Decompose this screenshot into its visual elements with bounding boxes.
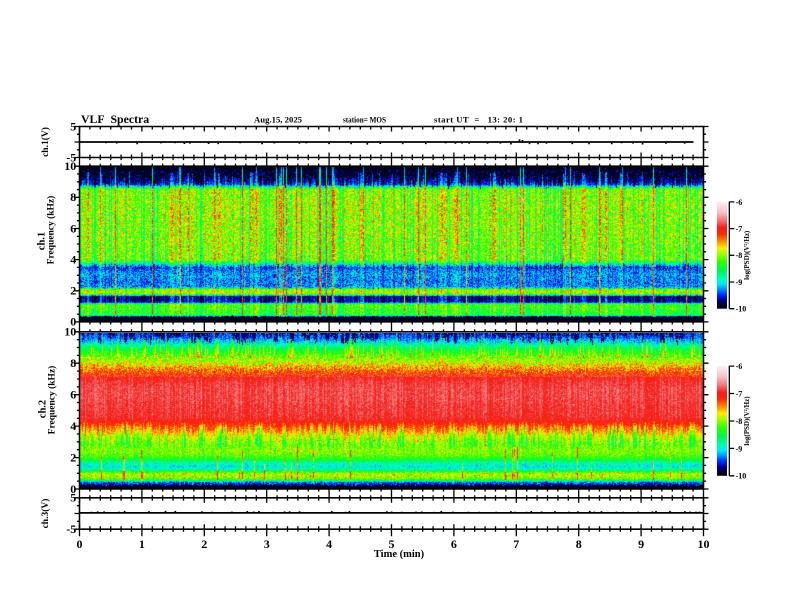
svg-text:start UT = 13: 20: 1: start UT = 13: 20: 1 [434,115,523,125]
svg-text:-5: -5 [66,150,76,164]
svg-text:-7: -7 [736,225,743,234]
svg-text:-7: -7 [736,389,743,398]
svg-text:ch.3(V): ch.3(V) [40,499,51,529]
svg-text:10: 10 [64,159,76,173]
svg-text:-10: -10 [736,472,747,481]
svg-text:9: 9 [638,537,644,551]
svg-text:ch.2: ch.2 [38,400,49,418]
svg-text:0: 0 [70,315,76,329]
svg-text:Frequency (kHz): Frequency (kHz) [46,196,57,265]
svg-text:8: 8 [70,190,76,204]
svg-text:-9: -9 [736,444,743,453]
svg-text:ch.1: ch.1 [37,232,48,250]
svg-text:1: 1 [139,537,145,551]
svg-text:8: 8 [70,356,76,370]
svg-text:4: 4 [70,419,76,433]
svg-text:6: 6 [451,537,457,551]
svg-text:2: 2 [201,537,207,551]
svg-text:Frequency (kHz): Frequency (kHz) [47,366,58,435]
svg-text:2: 2 [70,284,76,298]
svg-text:0: 0 [70,482,76,496]
svg-text:10: 10 [64,325,76,339]
svg-text:6: 6 [70,221,76,235]
svg-text:10: 10 [698,537,710,551]
svg-text:8: 8 [576,537,582,551]
svg-text:7: 7 [513,537,519,551]
svg-text:-8: -8 [736,251,743,260]
svg-text:-8: -8 [736,417,743,426]
svg-text:Aug.15, 2025: Aug.15, 2025 [254,115,303,125]
svg-text:4: 4 [70,252,76,266]
svg-text:5: 5 [70,491,76,505]
svg-text:VLF Spectra: VLF Spectra [81,112,149,126]
svg-text:station= MOS: station= MOS [343,115,386,125]
svg-text:5: 5 [389,537,395,551]
svg-text:-6: -6 [736,362,743,371]
svg-text:-5: -5 [66,522,76,536]
svg-text:-6: -6 [736,198,743,207]
svg-text:2: 2 [70,450,76,464]
svg-text:6: 6 [70,388,76,402]
svg-text:5: 5 [70,119,76,133]
svg-text:0: 0 [77,537,83,551]
svg-text:Time (min): Time (min) [374,549,425,560]
svg-text:4: 4 [326,537,332,551]
svg-text:-10: -10 [736,305,747,314]
svg-text:ch.1(V): ch.1(V) [40,127,51,157]
svg-text:3: 3 [264,537,270,551]
svg-text:log(PSD)(V²/Hz): log(PSD)(V²/Hz) [743,396,751,446]
svg-text:log(PSD)(V²/Hz): log(PSD)(V²/Hz) [743,230,751,280]
svg-text:-9: -9 [736,278,743,287]
